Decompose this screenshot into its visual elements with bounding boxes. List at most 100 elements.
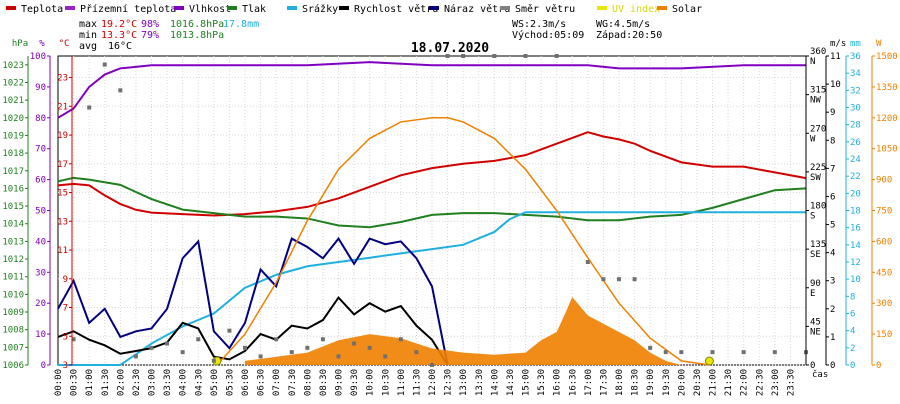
x-tick-label: 01:00 [85, 369, 95, 396]
x-tick-label: 14:00 [490, 369, 500, 396]
humidity-tick-label: 60 [35, 176, 46, 186]
x-tick-label: 00:30 [70, 369, 80, 396]
rain-tick-label: 14 [850, 241, 861, 251]
wind-dir-point [211, 358, 216, 363]
humidity-tick-label: 90 [35, 83, 46, 93]
x-tick-label: 16:30 [568, 369, 578, 396]
wind-dir-point [632, 277, 637, 282]
wind-speed-tick-label: 11 [830, 52, 841, 62]
x-tick-label: 17:30 [599, 369, 609, 396]
wind-dir-tick-label: NE [810, 327, 821, 337]
stat-avg-temp: 16°C [108, 41, 132, 52]
x-tick-label: 07:30 [288, 369, 298, 396]
x-tick-label: 06:00 [241, 369, 251, 396]
legend-swatch [174, 6, 184, 10]
wind-dir-point [227, 328, 232, 333]
x-tick-label: 02:30 [132, 369, 142, 396]
stat-ws: WS:2.3m/s [512, 19, 566, 30]
solar-tick-label: 1200 [876, 114, 898, 124]
legend-label: Směr větru [515, 3, 575, 15]
wind-dir-point [710, 350, 715, 355]
pressure-tick-label: 1022 [2, 78, 24, 88]
stat-max-label: max [79, 19, 97, 30]
pressure-tick-label: 1006 [2, 361, 24, 371]
temperature-tick-label: 17 [57, 160, 68, 170]
pressure-tick-label: 1009 [2, 308, 24, 318]
x-tick-label: 21:30 [724, 369, 734, 396]
legend-label: Teplota [21, 4, 63, 15]
x-tick-label: 05:00 [210, 369, 220, 396]
wind-dir-point [585, 260, 590, 264]
x-tick-label: 13:30 [475, 369, 485, 396]
x-tick-label: 03:30 [163, 369, 173, 396]
stat-max-temp: 19.2°C [101, 19, 137, 30]
humidity-tick-label: 40 [35, 237, 46, 247]
legend-swatch [6, 6, 16, 10]
x-tick-label: 13:00 [459, 369, 469, 396]
x-tick-label: 15:30 [537, 369, 547, 396]
series-teplota [57, 131, 807, 217]
wind-speed-tick-label: 0 [830, 361, 835, 371]
x-tick-label: 18:30 [631, 369, 641, 396]
x-tick-label: 14:30 [506, 369, 516, 396]
temperature-tick-label: 13 [57, 217, 68, 227]
wind-dir-point [71, 337, 76, 342]
x-tick-label: 20:00 [677, 369, 687, 396]
wind-dir-point [679, 350, 684, 355]
rain-tick-label: 34 [850, 69, 861, 79]
wind-dir-tick-label: W [810, 134, 816, 144]
wind-dir-point [87, 105, 92, 110]
rain-tick-label: 10 [850, 275, 861, 285]
wind-dir-point [102, 62, 107, 67]
x-tick-label: 11:30 [412, 369, 422, 396]
rain-tick-label: 12 [850, 258, 861, 268]
wind-dir-point [258, 354, 263, 359]
x-tick-label: 08:00 [303, 369, 313, 396]
wind-dir-point [243, 345, 247, 350]
plot-area [57, 54, 808, 367]
wind-speed-tick-label: 7 [830, 164, 835, 174]
x-tick-label: 17:00 [584, 369, 594, 396]
pressure-tick-label: 1013 [2, 237, 24, 247]
humidity-tick-label: 100 [30, 52, 46, 62]
solar-tick-label: 1350 [876, 83, 898, 93]
humidity-tick-label: 50 [35, 207, 46, 217]
series-rychlost-v-tru [57, 295, 449, 366]
x-tick-label: 07:00 [272, 369, 282, 396]
wind-dir-point [601, 277, 606, 282]
solar-tick-label: 750 [876, 207, 892, 217]
temperature-tick-label: 19 [57, 131, 68, 141]
rain-tick-label: 16 [850, 224, 861, 234]
x-tick-label: 22:00 [740, 369, 750, 396]
pressure-tick-label: 1008 [2, 326, 24, 336]
stat-max-press: 1016.8hPa [170, 19, 224, 30]
x-tick-label: 22:30 [755, 369, 765, 396]
legend-label: Solar [672, 4, 702, 15]
pressure-tick-label: 1017 [2, 167, 24, 177]
temperature-tick-label: 3 [63, 361, 68, 371]
stat-sunset: Západ:20:50 [596, 29, 662, 41]
x-tick-label: 05:30 [225, 369, 235, 396]
wind-dir-tick-label: SE [810, 250, 821, 260]
wind-dir-tick-label: 180 [810, 202, 826, 212]
x-tick-label: 01:30 [101, 369, 111, 396]
wind-dir-point [648, 345, 653, 350]
stat-min-label: min [79, 30, 97, 41]
x-tick-label: 21:00 [709, 369, 719, 396]
rain-tick-label: 28 [850, 121, 861, 131]
pressure-tick-label: 1012 [2, 255, 24, 265]
pressure-tick-label: 1015 [2, 202, 24, 212]
wind-speed-tick-label: 10 [830, 80, 841, 90]
wind-dir-point [772, 350, 777, 355]
pressure-tick-label: 1019 [2, 131, 24, 141]
wind-dir-point [196, 337, 201, 342]
pressure-tick-label: 1014 [2, 220, 24, 230]
wind-dir-point [523, 54, 528, 58]
x-tick-label: 10:00 [366, 369, 376, 396]
pressure-unit: hPa [12, 39, 28, 49]
wind-dir-point [133, 354, 138, 359]
rain-tick-label: 8 [850, 292, 855, 302]
humidity-unit: % [39, 39, 45, 49]
